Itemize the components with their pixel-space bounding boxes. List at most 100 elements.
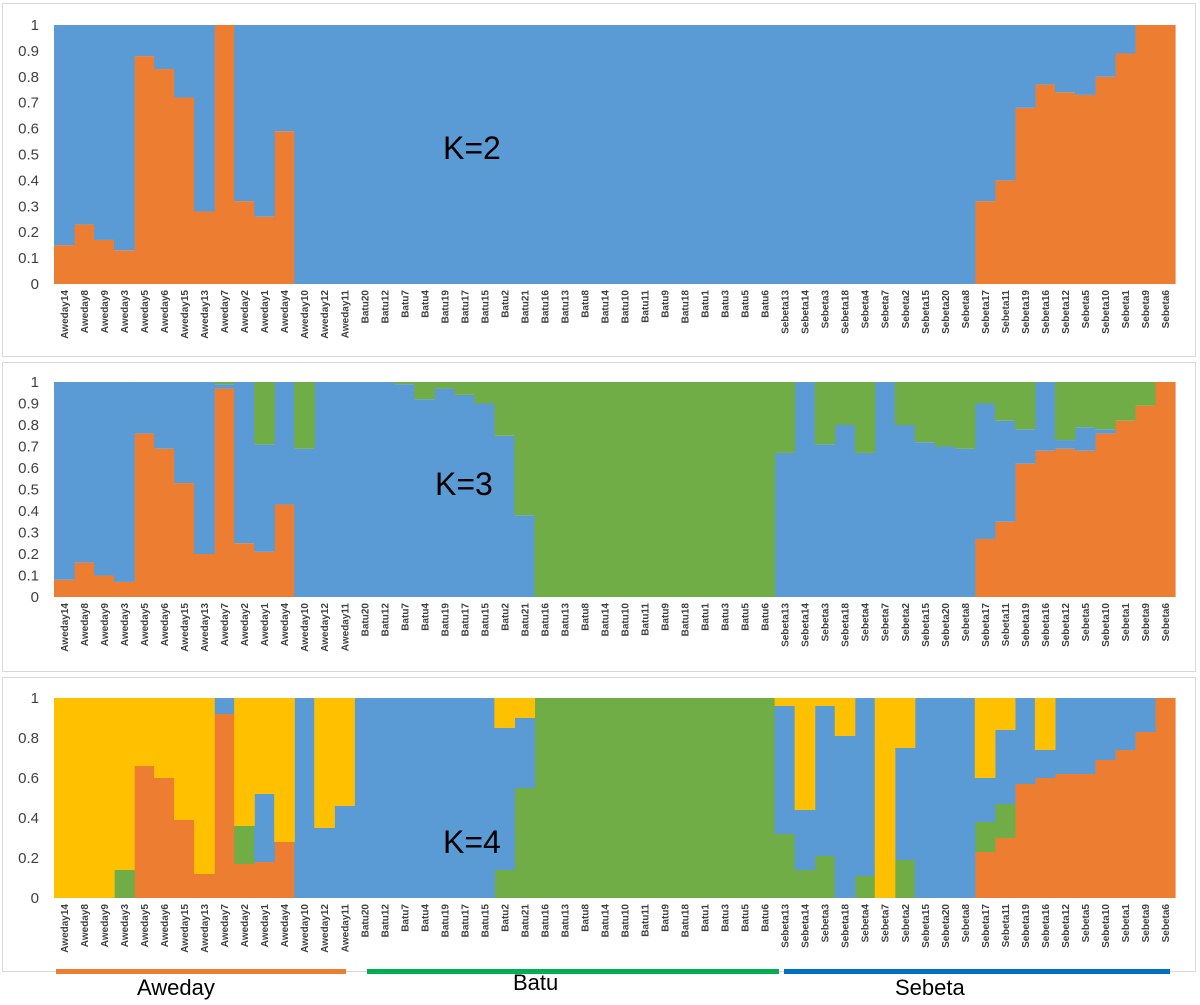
x-tick-label: Sebeta18 xyxy=(841,603,852,647)
x-tick-label: Aweday6 xyxy=(160,603,171,647)
bar-segment xyxy=(774,382,796,453)
bar-segment xyxy=(1054,25,1076,93)
x-tick-label: Sebeta8 xyxy=(961,904,972,943)
bar-segment xyxy=(534,382,556,597)
bar-segment xyxy=(114,698,135,870)
bar-segment xyxy=(234,698,255,826)
bar-segment xyxy=(214,388,235,597)
x-tick-label: Sebeta6 xyxy=(1161,290,1172,329)
x-tick-label: Sebeta1 xyxy=(1121,904,1132,943)
bar-segment xyxy=(994,25,1016,181)
population-bar-aweday xyxy=(56,969,346,974)
bar-segment xyxy=(1074,25,1096,95)
bar-segment xyxy=(614,698,636,898)
bar-segment xyxy=(1114,750,1136,898)
bar-segment xyxy=(254,862,275,898)
x-tick-label: Aweday14 xyxy=(60,603,71,652)
x-tick-label: Aweday12 xyxy=(320,290,331,339)
bar-segment xyxy=(794,698,816,810)
bar-segment xyxy=(94,25,115,240)
x-tick-label: Sebeta6 xyxy=(1161,904,1172,943)
bar-segment xyxy=(1094,760,1116,898)
x-tick-label: Sebeta16 xyxy=(1041,904,1052,948)
bar-segment xyxy=(1014,382,1036,430)
bar-segment xyxy=(194,554,215,597)
bar-segment xyxy=(494,25,516,284)
x-tick-label: Aweday7 xyxy=(220,904,231,948)
x-tick-label: Batu9 xyxy=(661,290,672,318)
bar-segment xyxy=(314,828,335,898)
bar-segment xyxy=(194,698,215,874)
bar-segment xyxy=(834,736,856,898)
population-bar-sebeta xyxy=(784,969,1170,974)
bar-segment xyxy=(354,25,375,284)
bar-segment xyxy=(114,581,135,597)
x-tick-label: Aweday5 xyxy=(140,290,151,334)
x-tick-label: Batu1 xyxy=(701,290,712,318)
bar-segment xyxy=(894,425,916,597)
y-tick-label: 0.2 xyxy=(18,850,39,867)
bar-segment xyxy=(814,444,836,597)
bar-segment xyxy=(634,698,656,898)
bar-segment xyxy=(1094,76,1116,284)
bar-segment xyxy=(974,822,996,852)
bar-segment xyxy=(1034,382,1056,451)
chart-k3: 0 0.1 0.2 0.3 0.4 0.5 0.6 0.7 0.8 0.9 1 Aweday14 Awe… xyxy=(18,374,1176,652)
bar-segment xyxy=(154,778,175,898)
bar-segment xyxy=(154,382,175,449)
x-tick-label: Sebeta15 xyxy=(921,603,932,647)
x-tick-label: Sebeta15 xyxy=(921,904,932,948)
x-tick-label: Aweday2 xyxy=(240,904,251,948)
x-tick-label: Sebeta3 xyxy=(821,290,832,329)
bar-segment xyxy=(834,698,856,736)
y-tick-label: 1 xyxy=(31,374,39,391)
bar-segment xyxy=(754,25,776,284)
x-tick-label: Aweday15 xyxy=(180,290,191,339)
bar-segment xyxy=(394,384,415,597)
x-tick-label: Aweday15 xyxy=(180,904,191,953)
y-tick-label: 0.1 xyxy=(18,250,39,267)
population-label-sebeta: Sebeta xyxy=(895,975,965,1000)
x-tick-label: Batu2 xyxy=(500,603,511,631)
bar-segment xyxy=(394,698,415,898)
bar-segment xyxy=(1034,84,1056,284)
x-tick-label: Sebeta20 xyxy=(941,603,952,647)
x-tick-label: Aweday4 xyxy=(280,603,291,647)
bar-segment xyxy=(94,382,115,576)
x-tick-label: Sebeta2 xyxy=(901,603,912,642)
bar-segment xyxy=(1154,698,1176,898)
bar-segment xyxy=(254,25,275,217)
x-tick-label: Batu20 xyxy=(360,603,371,637)
x-tick-label: Aweday6 xyxy=(160,290,171,334)
chart-k4: 0 0.2 0.4 0.6 0.8 1 Aweday14 Aweday8 Aweday9 Awed… xyxy=(18,690,1176,953)
bar-segment xyxy=(514,515,536,597)
bar-segment xyxy=(794,870,816,898)
x-tick-label: Sebeta12 xyxy=(1061,603,1072,647)
bar-segment xyxy=(774,834,796,898)
x-tick-label: Sebeta13 xyxy=(781,904,792,948)
bar-segment xyxy=(894,860,916,898)
bar-segment xyxy=(374,25,395,284)
x-tick-label: Sebeta2 xyxy=(901,290,912,329)
bar-segment xyxy=(994,804,1016,838)
bar-segment xyxy=(374,382,395,597)
bar-segment xyxy=(894,25,916,284)
bar-segment xyxy=(1134,25,1156,284)
x-tick-label: Aweday8 xyxy=(80,904,91,948)
y-tick-label: 0.8 xyxy=(18,417,39,434)
bar-segment xyxy=(254,444,275,552)
bar-segment xyxy=(474,403,495,597)
bar-segment xyxy=(634,25,656,284)
bar-segment xyxy=(794,810,816,870)
x-tick-label: Sebeta6 xyxy=(1161,603,1172,642)
bar-segment xyxy=(54,579,75,597)
bar-segment xyxy=(954,382,976,449)
bar-segment xyxy=(214,714,235,898)
x-tick-label: Sebeta14 xyxy=(801,290,812,334)
bar-segment xyxy=(1014,25,1036,108)
bar-segment xyxy=(654,25,676,284)
bar-segment xyxy=(174,820,195,898)
x-tick-label: Sebeta12 xyxy=(1061,904,1072,948)
bar-segment xyxy=(994,521,1016,597)
y-tick-label: 0.7 xyxy=(18,95,39,112)
